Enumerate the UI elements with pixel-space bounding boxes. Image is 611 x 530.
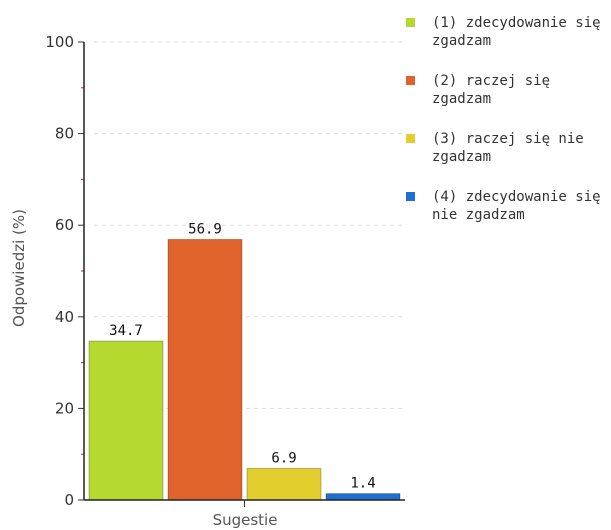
bar (246, 467, 322, 501)
y-tick-label: 0 (64, 491, 74, 509)
bar-value-label: 34.7 (109, 323, 143, 339)
legend-swatch (406, 192, 415, 201)
bars (88, 238, 401, 501)
bar-value-label: 1.4 (350, 476, 375, 492)
y-tick-label: 60 (55, 216, 74, 234)
legend-swatch (406, 76, 415, 85)
y-tick-label: 80 (55, 125, 74, 143)
grid-lines (94, 41, 405, 409)
y-tick-label: 40 (55, 308, 74, 326)
bar-value-label: 56.9 (188, 221, 222, 237)
legend-swatch (406, 18, 415, 27)
axes: 0 20 40 60 80 100 (45, 33, 405, 509)
legend-swatch (406, 134, 415, 143)
data-labels: 34.7 56.9 6.9 1.4 (109, 221, 376, 491)
bar-value-label: 6.9 (271, 450, 296, 466)
bar (88, 340, 164, 501)
legend-label: (2) raczej się zgadzam (432, 73, 551, 107)
legend-label: (1) zdecydowanie się zgadzam (432, 15, 601, 49)
legend-item: (2) raczej się zgadzam (402, 72, 611, 108)
chart-legend: (1) zdecydowanie się zgadzam (2) raczej s… (402, 14, 611, 246)
legend-label: (4) zdecydowanie się nie zgadzam (432, 189, 601, 223)
legend-label: (3) raczej się nie zgadzam (432, 131, 584, 165)
bar (167, 238, 243, 501)
y-tick-label: 20 (55, 399, 74, 417)
legend-item: (1) zdecydowanie się zgadzam (402, 14, 611, 50)
y-tick-label: 100 (45, 33, 74, 51)
legend-item: (4) zdecydowanie się nie zgadzam (402, 188, 611, 224)
bar (325, 493, 401, 501)
y-axis-title: Odpowiedzi (%) (10, 209, 28, 327)
x-axis-title: Sugestie (213, 511, 278, 529)
legend-item: (3) raczej się nie zgadzam (402, 130, 611, 166)
